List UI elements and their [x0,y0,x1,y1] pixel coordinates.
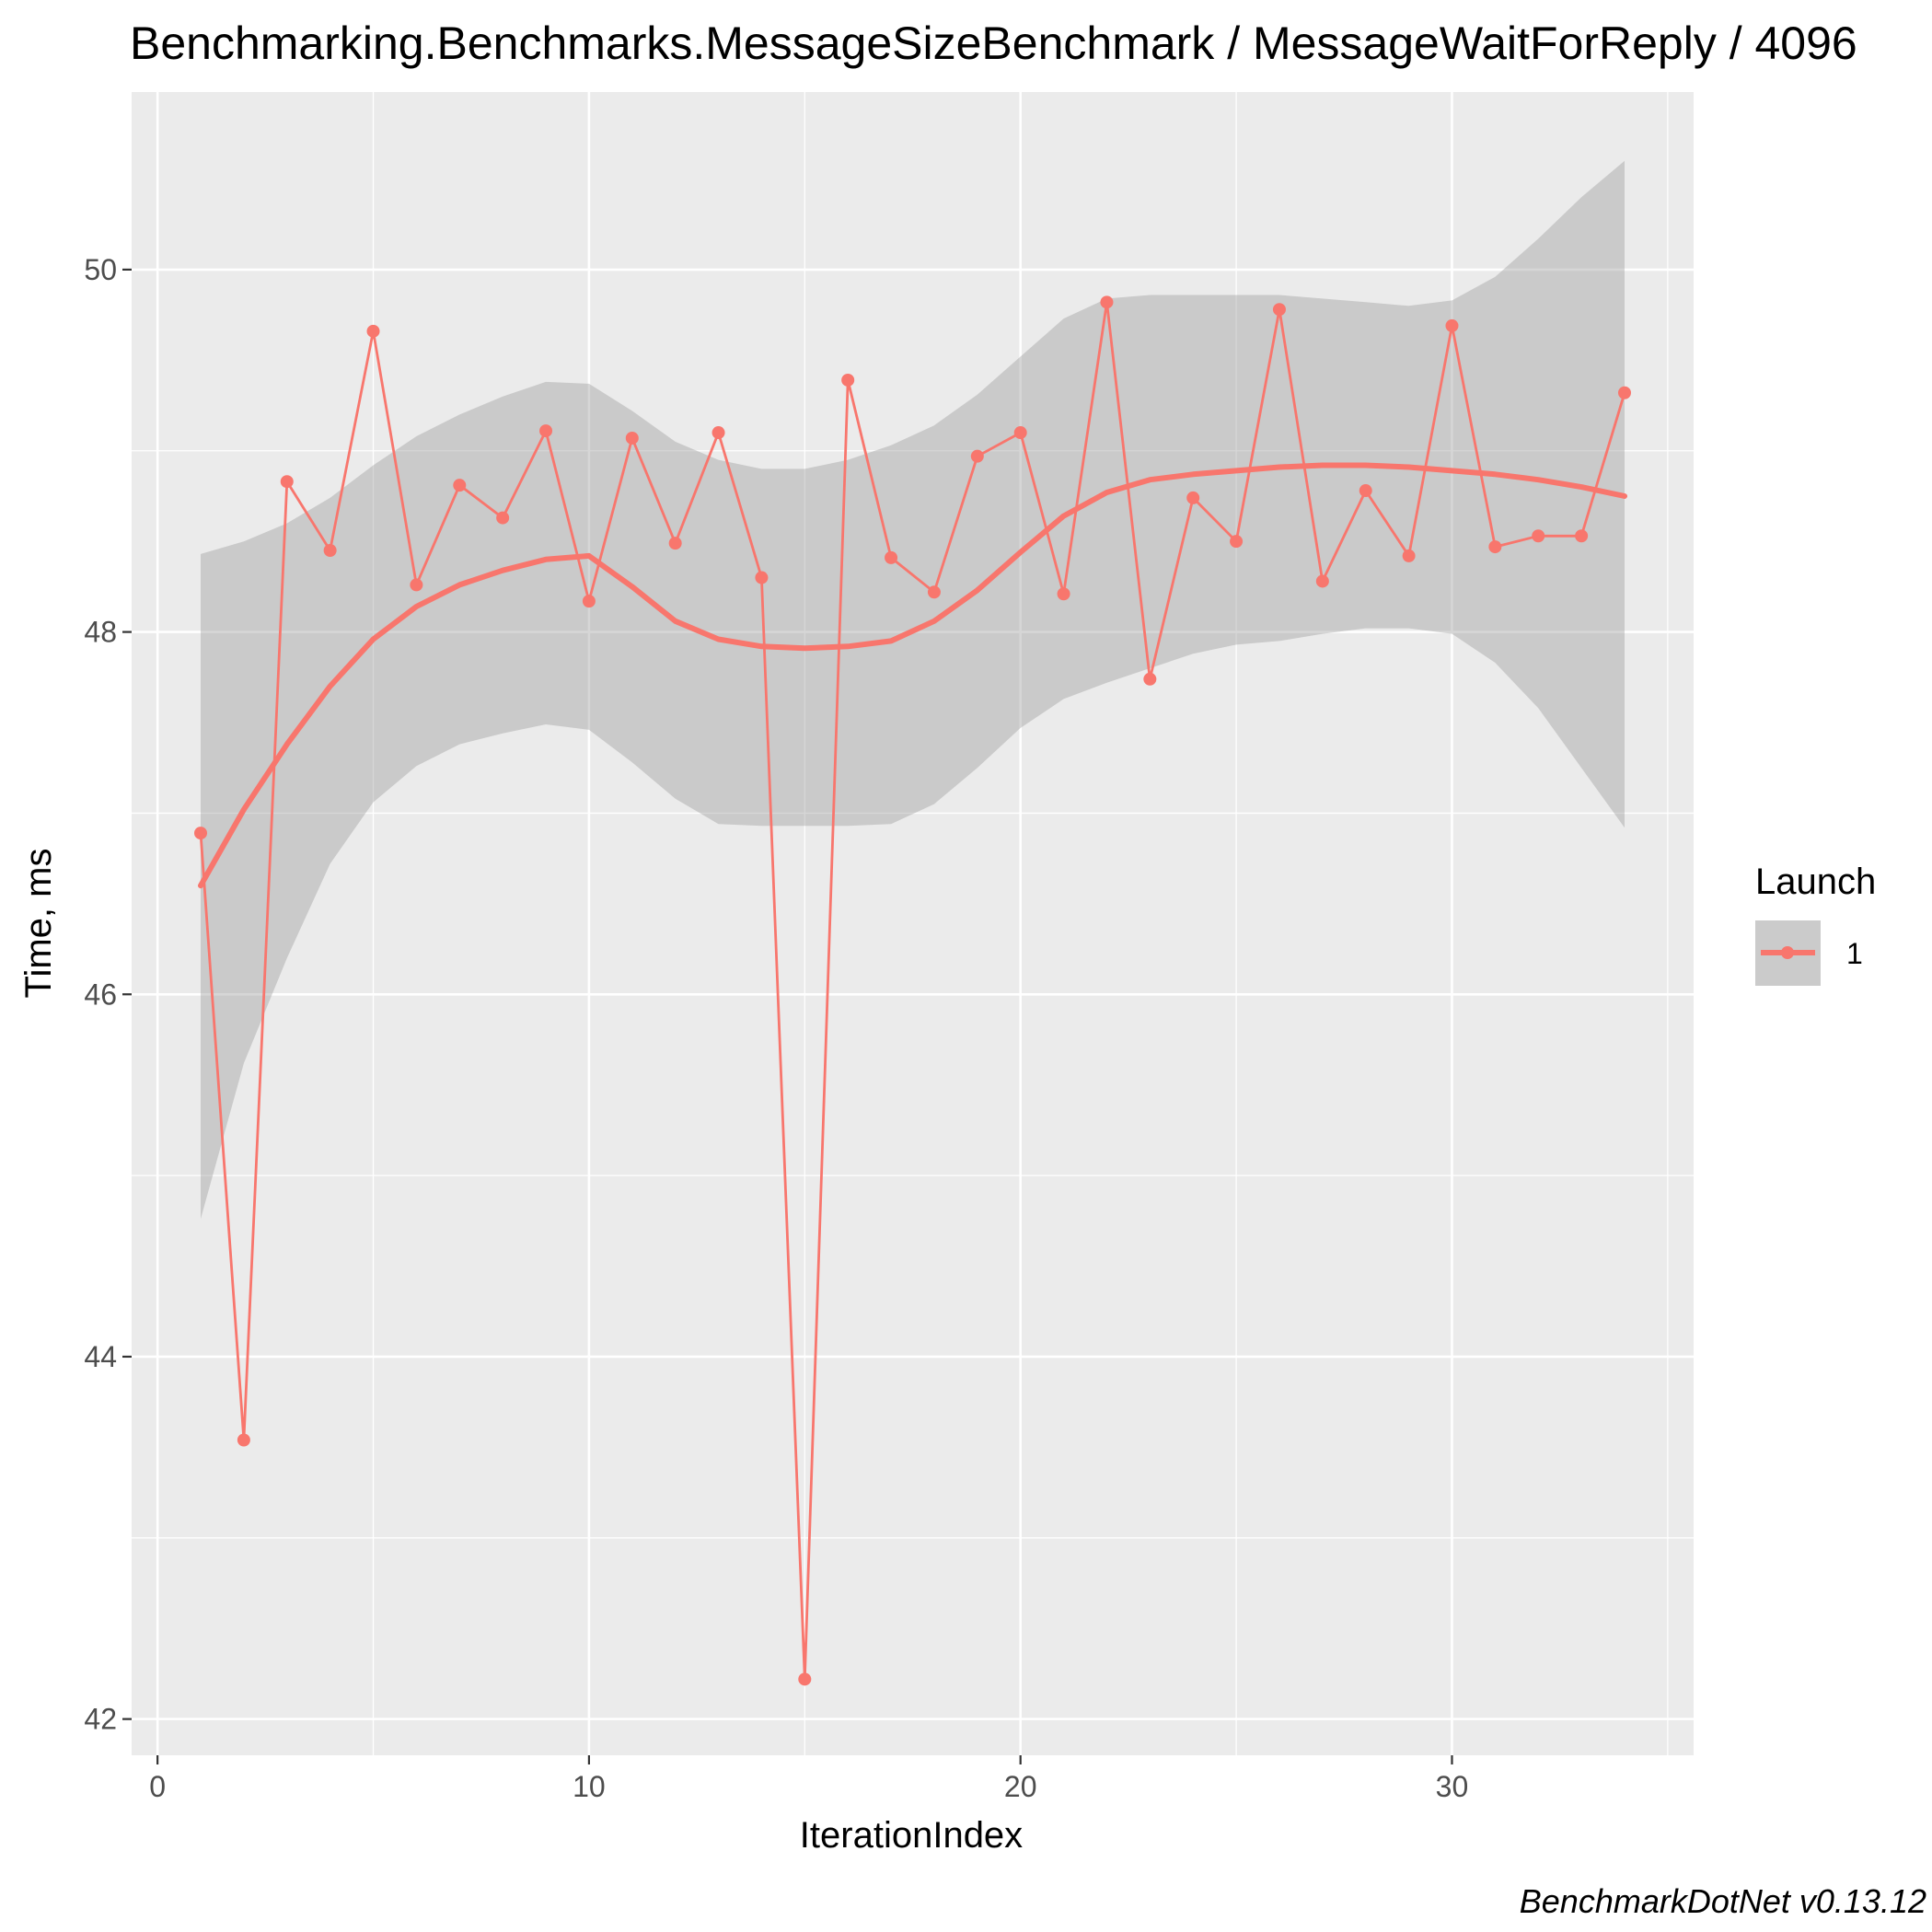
confidence-ribbon-layer [201,160,1625,1220]
data-point [323,544,337,558]
data-point [194,827,208,840]
x-tick-label: 20 [1004,1770,1037,1803]
data-point [1186,491,1200,504]
data-point [1057,587,1070,601]
data-point [841,373,855,387]
series-line-1 [199,300,1626,1681]
data-point [366,324,380,338]
legend-key-point [1781,946,1794,959]
data-point [625,431,639,445]
y-tick-label: 50 [84,253,117,286]
legend: Launch 1 [1755,862,1876,986]
data-point [496,511,510,525]
y-tick-label: 46 [84,978,117,1011]
data-point [1100,295,1114,309]
data-point [711,426,725,440]
data-point [1143,672,1157,686]
data-point [1532,529,1545,543]
data-point [1617,386,1631,399]
x-axis: 0 10 20 30 [149,1755,1468,1803]
data-point [1488,540,1502,554]
y-tick-label: 44 [84,1340,117,1373]
data-point [668,537,682,550]
y-axis: 42 44 46 48 50 [84,253,132,1736]
minor-gridlines [132,92,1694,1755]
x-tick-label: 10 [573,1770,606,1803]
data-point [582,595,596,608]
data-point [1272,303,1286,317]
data-point [1445,318,1459,332]
legend-title: Launch [1755,862,1876,902]
caption: BenchmarkDotNet v0.13.12 [1520,1882,1926,1920]
series-layer [194,295,1631,1686]
data-point [453,479,467,492]
data-point [1013,426,1027,440]
data-point [1402,549,1416,562]
data-point [970,449,984,463]
data-point [798,1672,812,1686]
smooth-line-layer [198,462,1627,889]
plot-panel [132,92,1694,1755]
data-point [539,424,553,438]
x-tick-label: 0 [149,1770,166,1803]
y-tick-label: 48 [84,616,117,649]
data-point [885,550,898,564]
confidence-ribbon [201,160,1625,1220]
major-gridlines [132,92,1694,1755]
data-point [1575,529,1589,543]
x-tick-label: 30 [1436,1770,1469,1803]
x-axis-title: IterationIndex [800,1815,1023,1856]
data-point [1315,574,1329,588]
data-point [1359,484,1372,498]
smooth-trend-line [198,462,1627,889]
data-point [927,585,941,599]
data-point [1230,535,1244,549]
legend-label-1: 1 [1846,937,1863,970]
y-tick-label: 42 [84,1703,117,1736]
data-point [280,475,294,489]
y-axis-title: Time, ms [18,849,59,999]
data-point [237,1433,250,1447]
chart-title: Benchmarking.Benchmarks.MessageSizeBench… [130,17,1857,69]
data-point [755,571,769,584]
data-point [410,578,423,592]
